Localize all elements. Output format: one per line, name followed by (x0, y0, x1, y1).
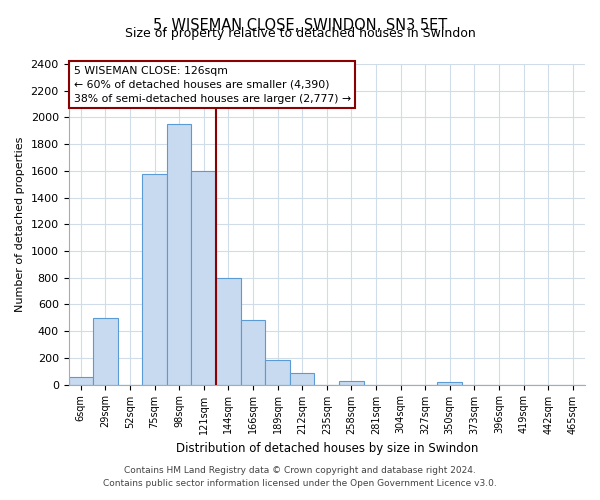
Text: 5, WISEMAN CLOSE, SWINDON, SN3 5ET: 5, WISEMAN CLOSE, SWINDON, SN3 5ET (153, 18, 447, 32)
Bar (68, 377, 93, 384)
Bar (216, 278, 241, 384)
Bar (191, 171, 216, 384)
Text: 5 WISEMAN CLOSE: 126sqm
← 60% of detached houses are smaller (4,390)
38% of semi: 5 WISEMAN CLOSE: 126sqm ← 60% of detache… (74, 66, 351, 104)
Bar (437, 382, 462, 384)
Y-axis label: Number of detached properties: Number of detached properties (15, 136, 25, 312)
X-axis label: Distribution of detached houses by size in Swindon: Distribution of detached houses by size … (176, 442, 478, 455)
Text: Size of property relative to detached houses in Swindon: Size of property relative to detached ho… (125, 28, 475, 40)
Text: Contains HM Land Registry data © Crown copyright and database right 2024.
Contai: Contains HM Land Registry data © Crown c… (103, 466, 497, 487)
Bar (93, 318, 118, 384)
Bar (339, 380, 364, 384)
Bar (142, 174, 167, 384)
Bar (167, 124, 191, 384)
Bar (241, 320, 265, 384)
Bar (265, 360, 290, 384)
Bar (290, 372, 314, 384)
